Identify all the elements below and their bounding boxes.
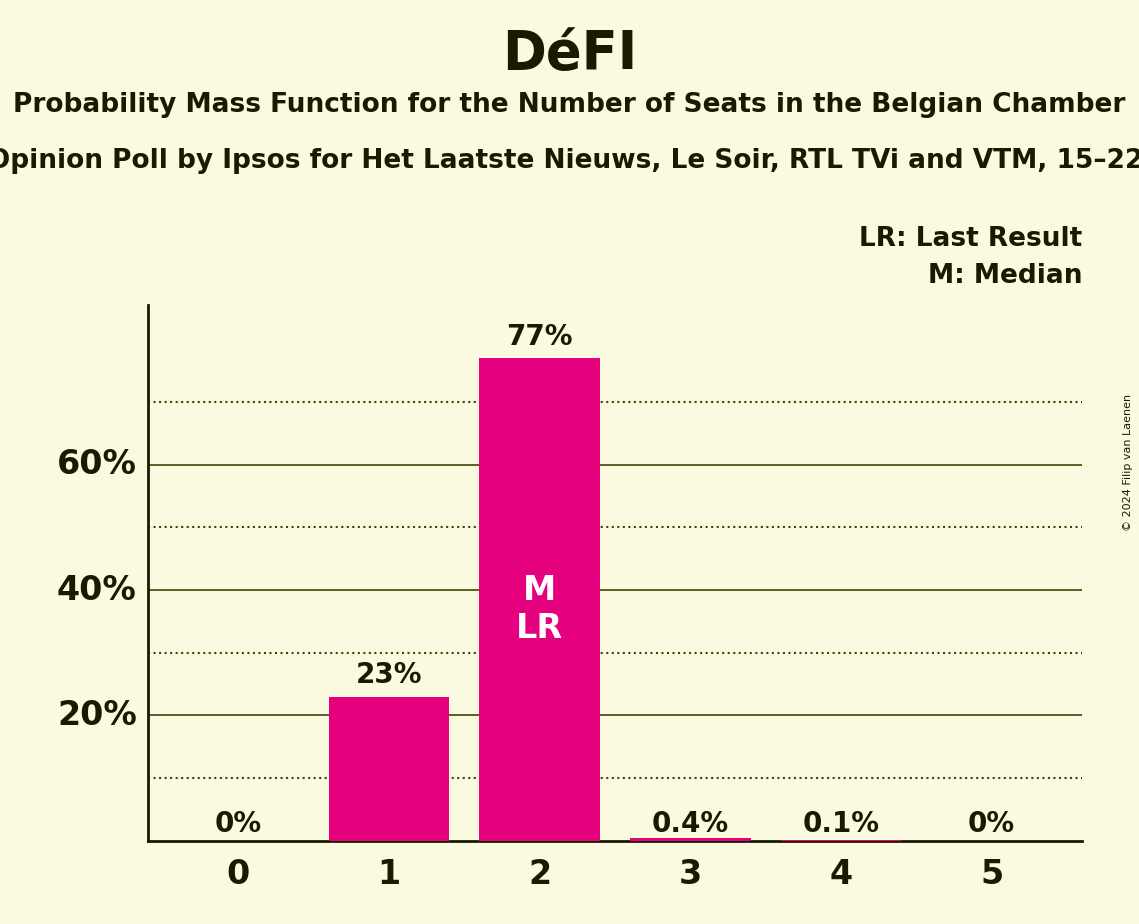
Bar	[480, 359, 600, 841]
Text: 23%: 23%	[355, 662, 423, 689]
Text: DéFI: DéFI	[502, 28, 637, 79]
Text: © 2024 Filip van Laenen: © 2024 Filip van Laenen	[1123, 394, 1133, 530]
Text: 40%: 40%	[57, 574, 137, 607]
Bar	[630, 838, 751, 841]
Text: Probability Mass Function for the Number of Seats in the Belgian Chamber: Probability Mass Function for the Number…	[14, 92, 1125, 118]
Text: 0.4%: 0.4%	[652, 810, 729, 838]
Bar	[329, 697, 450, 841]
Text: M: Median: M: Median	[927, 263, 1082, 289]
Text: 20%: 20%	[57, 699, 137, 732]
Text: 0%: 0%	[968, 810, 1015, 838]
Text: 0%: 0%	[215, 810, 262, 838]
Text: 77%: 77%	[507, 322, 573, 351]
Text: LR: Last Result: LR: Last Result	[859, 226, 1082, 252]
Text: 0.1%: 0.1%	[803, 810, 879, 838]
Text: 60%: 60%	[57, 448, 137, 481]
Text: on an Opinion Poll by Ipsos for Het Laatste Nieuws, Le Soir, RTL TVi and VTM, 15: on an Opinion Poll by Ipsos for Het Laat…	[0, 148, 1139, 174]
Text: M
LR: M LR	[516, 574, 564, 645]
